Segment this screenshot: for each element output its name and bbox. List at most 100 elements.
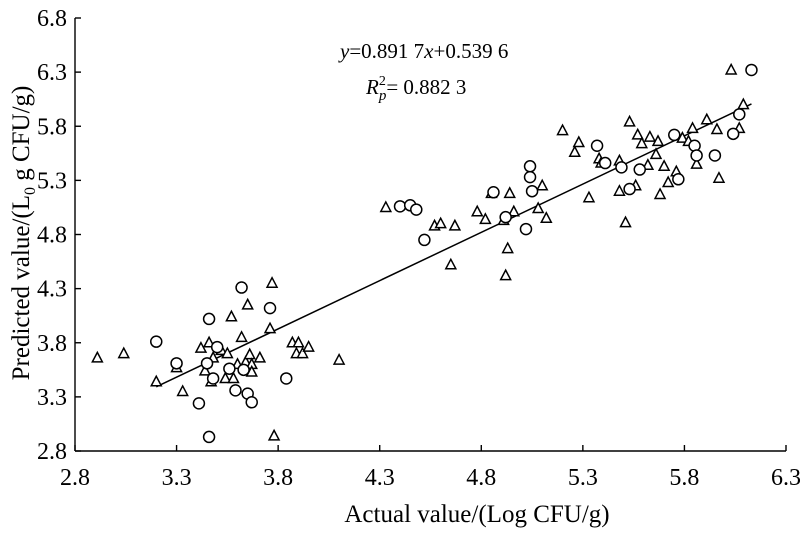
triangle-point-30 xyxy=(302,339,315,352)
circle-point-1 xyxy=(170,357,183,370)
triangle-point-38 xyxy=(479,212,492,225)
equation-intercept: +0.539 6 xyxy=(434,39,509,63)
r-squared-annotation: R2 p= 0.882 3 xyxy=(365,74,466,104)
triangle-point-29 xyxy=(296,346,309,359)
circle-point-22 xyxy=(519,222,533,236)
regression-line-group xyxy=(155,103,752,388)
triangle-point-32 xyxy=(379,200,393,213)
triangle-point-46 xyxy=(535,178,549,191)
circle-point-16 xyxy=(393,200,407,213)
triangle-point-65 xyxy=(653,187,667,200)
triangle-point-60 xyxy=(635,136,649,149)
x-tick-label-1: 3.3 xyxy=(162,465,192,491)
equation-x: x xyxy=(423,39,434,63)
x-tick-label-7: 6.3 xyxy=(771,465,800,491)
y-axis-ticks: 2.8 3.3 3.8 4.3 4.8 5.3 5.8 6.3 6.8 xyxy=(37,6,81,465)
circle-point-10 xyxy=(235,281,248,294)
triangle-point-47 xyxy=(540,211,553,224)
triangle-point-25 xyxy=(267,428,281,441)
triangle-point-41 xyxy=(499,268,512,281)
circle-point-30 xyxy=(633,163,646,176)
data-markers xyxy=(91,62,758,444)
triangle-point-4 xyxy=(176,384,189,397)
r2-symbol: R xyxy=(365,75,379,99)
circle-point-24 xyxy=(523,160,537,173)
circle-point-4 xyxy=(202,312,216,326)
triangle-point-19 xyxy=(243,347,256,360)
triangle-point-12 xyxy=(221,346,234,359)
x-tick-label-3: 4.3 xyxy=(365,465,395,491)
circle-point-27 xyxy=(598,156,612,170)
triangle-point-28 xyxy=(292,335,305,348)
circle-point-0 xyxy=(150,335,163,348)
circle-point-32 xyxy=(672,173,685,186)
y-tick-label-7: 6.3 xyxy=(37,60,67,86)
triangle-point-78 xyxy=(737,97,750,110)
y-axis-title-unit: g CFU/g) xyxy=(8,86,35,187)
triangle-point-1 xyxy=(117,346,130,359)
circle-point-25 xyxy=(525,184,539,198)
x-tick-label-6: 5.8 xyxy=(669,465,699,491)
triangle-point-23 xyxy=(263,321,277,334)
triangle-point-34 xyxy=(434,216,447,229)
triangle-point-76 xyxy=(724,62,738,75)
circle-point-38 xyxy=(745,63,758,77)
triangle-point-49 xyxy=(568,145,581,157)
x-tick-label-4: 4.8 xyxy=(466,465,496,491)
triangle-point-36 xyxy=(448,218,462,231)
triangle-point-73 xyxy=(700,112,714,125)
y-axis-title-subscript: 0 xyxy=(22,187,39,195)
triangle-point-24 xyxy=(265,276,279,288)
circle-point-36 xyxy=(726,127,740,141)
triangle-point-45 xyxy=(531,201,545,214)
y-tick-label-6: 5.8 xyxy=(37,114,67,140)
r2-value: = 0.882 3 xyxy=(386,75,466,99)
triangle-point-56 xyxy=(619,215,632,228)
triangle-point-59 xyxy=(631,127,644,140)
triangle-point-57 xyxy=(623,114,636,127)
x-axis-title: Actual value/(Log CFU/g) xyxy=(344,501,609,528)
y-tick-label-2: 3.8 xyxy=(37,331,67,357)
x-tick-label-2: 3.8 xyxy=(263,465,293,491)
circle-point-2 xyxy=(192,397,206,410)
triangle-point-44 xyxy=(507,204,521,217)
y-axis-title-main: Predicted value/(L xyxy=(8,195,35,380)
x-tick-label-0: 2.8 xyxy=(60,465,90,491)
r2-superscript: 2 xyxy=(379,74,386,89)
triangle-point-42 xyxy=(501,241,514,254)
circle-point-11 xyxy=(237,363,250,377)
triangle-point-48 xyxy=(556,123,569,136)
triangle-point-51 xyxy=(582,190,596,203)
triangle-point-67 xyxy=(661,175,675,188)
circle-point-35 xyxy=(708,149,722,162)
triangle-point-31 xyxy=(332,352,346,365)
circle-point-19 xyxy=(418,233,431,247)
circle-point-15 xyxy=(280,372,293,385)
equation-y: y xyxy=(338,39,350,63)
circle-point-13 xyxy=(245,396,258,409)
triangle-point-22 xyxy=(253,350,267,363)
r2-subscript: p xyxy=(378,88,387,104)
circle-point-23 xyxy=(523,170,537,184)
y-axis-title: Predicted value/(L0 g CFU/g) xyxy=(8,86,39,381)
y-tick-label-5: 5.3 xyxy=(37,168,67,194)
circle-point-7 xyxy=(210,340,224,354)
circle-point-37 xyxy=(733,108,746,121)
triangle-point-11 xyxy=(219,371,232,384)
circle-point-8 xyxy=(223,362,236,375)
circle-point-3 xyxy=(200,357,214,370)
y-tick-label-0: 2.8 xyxy=(37,439,67,465)
y-tick-label-4: 4.8 xyxy=(37,223,67,249)
triangle-point-43 xyxy=(503,186,516,199)
triangle-point-64 xyxy=(651,134,665,147)
triangle-point-2 xyxy=(150,374,163,387)
triangle-point-72 xyxy=(690,157,703,169)
triangle-point-0 xyxy=(91,350,104,363)
y-tick-label-1: 3.3 xyxy=(37,385,67,411)
circle-point-29 xyxy=(623,182,636,196)
x-axis-ticks: 2.8 3.3 3.8 4.3 4.8 5.3 5.8 6.3 xyxy=(60,445,800,491)
triangle-point-6 xyxy=(198,363,212,376)
triangle-point-18 xyxy=(241,297,254,310)
circle-point-14 xyxy=(263,301,277,315)
regression-equation: y=0.891 7x+0.539 6 xyxy=(338,39,508,63)
